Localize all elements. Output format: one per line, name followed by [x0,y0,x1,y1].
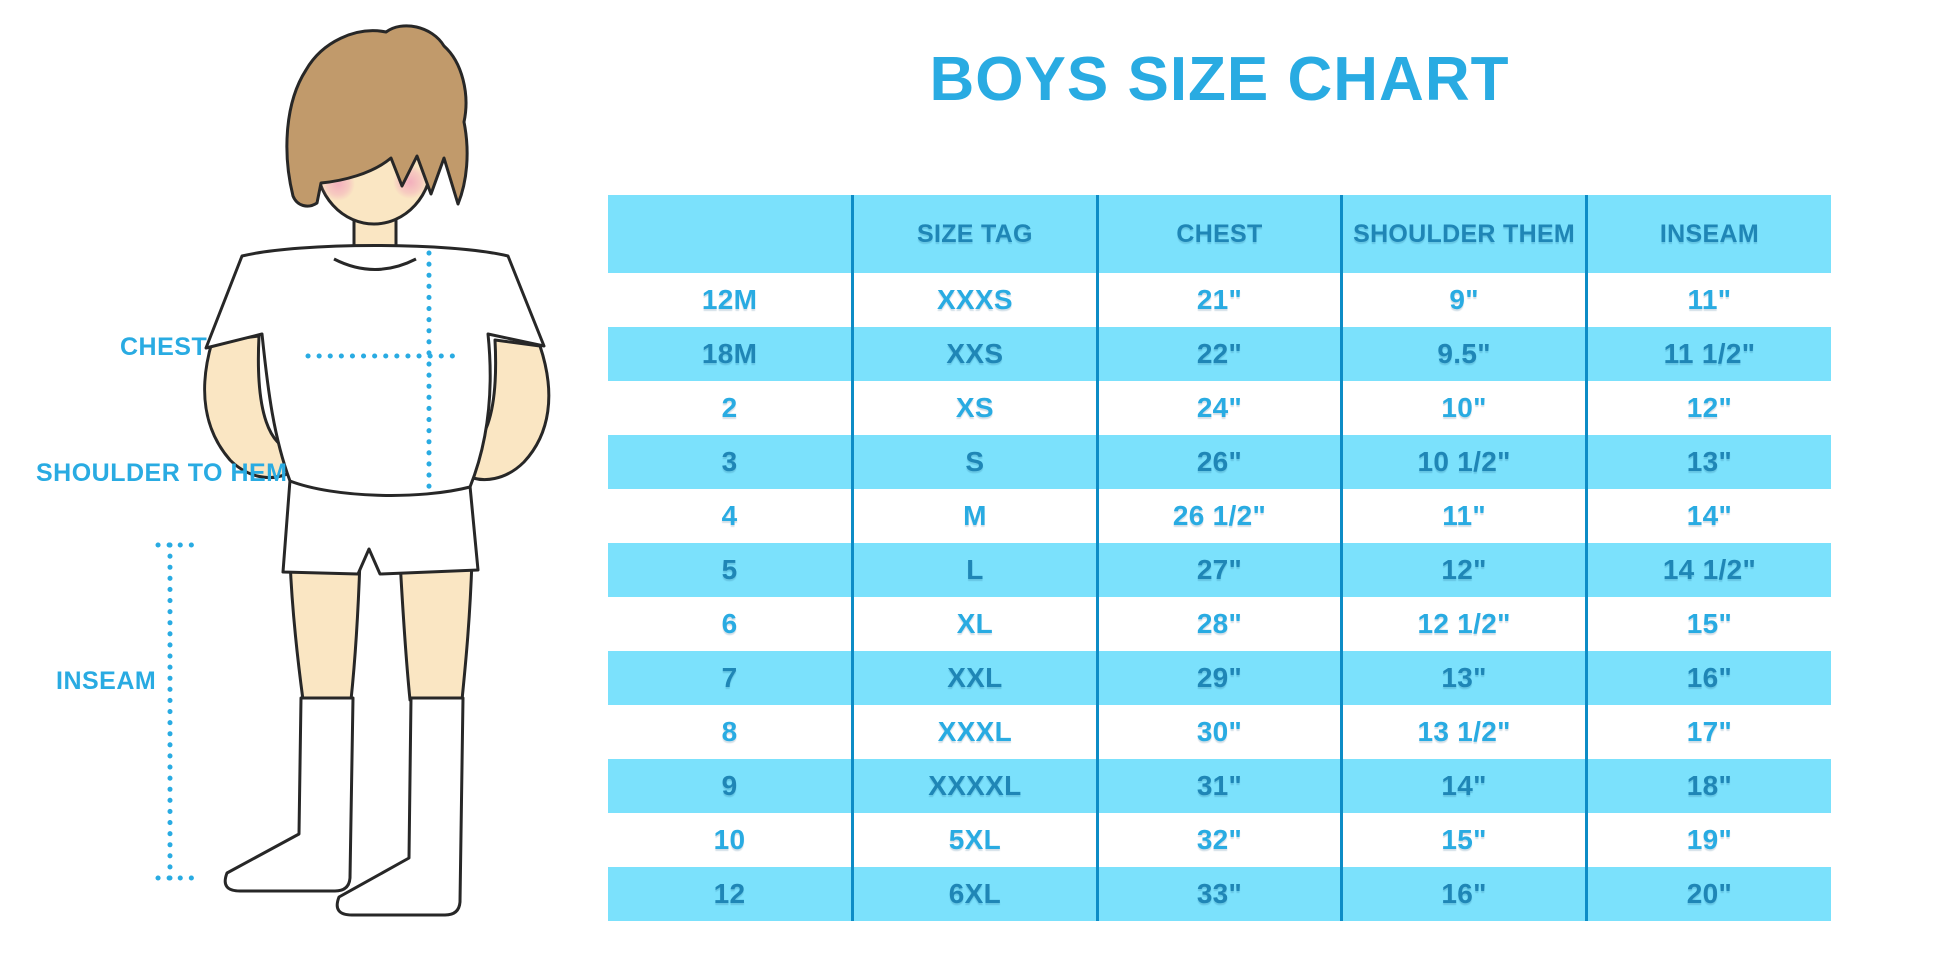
table-cell: 9 [608,759,853,813]
table-cell: 14" [1340,759,1587,813]
table-cell: XXS [851,327,1098,381]
table-cell: 7 [608,651,853,705]
table-row: 10 5XL 32" 15" 19" [608,813,1831,867]
boy-shirt [204,244,546,497]
table-cell: 26 1/2" [1095,489,1342,543]
table-row: 7 XXL 29" 13" 16" [608,651,1831,705]
table-cell: 31" [1095,759,1342,813]
table-cell: XXXXL [851,759,1098,813]
table-cell: 11" [1584,273,1831,327]
table-row: 4 M 26 1/2" 11" 14" [608,489,1831,543]
table-cell: L [851,543,1098,597]
table-row: 8 XXXL 30" 13 1/2" 17" [608,705,1831,759]
table-cell: 12" [1584,381,1831,435]
table-cell: 19" [1584,813,1831,867]
table-cell: 14" [1584,489,1831,543]
boy-left-arm [203,334,295,480]
table-row: 18M XXS 22" 9.5" 11 1/2" [608,327,1831,381]
table-row: 6 XL 28" 12 1/2" 15" [608,597,1831,651]
table-cell: 18M [608,327,853,381]
table-cell: XS [851,381,1098,435]
table-cell: 9.5" [1340,327,1587,381]
table-cell: 26" [1095,435,1342,489]
table-row: 9 XXXXL 31" 14" 18" [608,759,1831,813]
table-cell: 4 [608,489,853,543]
table-cell: XL [851,597,1098,651]
table-cell: 27" [1095,543,1342,597]
size-table: SIZE TAG CHEST SHOULDER THEM INSEAM 12M XXXS… [608,195,1831,921]
table-cell: 12" [1340,543,1587,597]
column-header-2: CHEST [1095,195,1342,273]
chest-label: CHEST [120,333,208,361]
table-cell: 8 [608,705,853,759]
table-cell: 9" [1340,273,1587,327]
table-header: SIZE TAG CHEST SHOULDER THEM INSEAM [608,195,1831,273]
table-row: 12M XXXS 21" 9" 11" [608,273,1831,327]
table-cell: 24" [1095,381,1342,435]
table-cell: 33" [1095,867,1342,921]
table-cell: 6XL [851,867,1098,921]
table-row: 12 6XL 33" 16" 20" [608,867,1831,921]
boy-illustration [155,24,551,917]
table-cell: 11" [1340,489,1587,543]
inseam-label: INSEAM [56,667,157,695]
table-cell: 12 [608,867,853,921]
table-cell: 15" [1340,813,1587,867]
table-cell: 13" [1340,651,1587,705]
table-cell: 16" [1340,867,1587,921]
table-cell: 15" [1584,597,1831,651]
table-cell: S [851,435,1098,489]
table-cell: 30" [1095,705,1342,759]
table-cell: 11 1/2" [1584,327,1831,381]
table-header-row: SIZE TAG CHEST SHOULDER THEM INSEAM [608,195,1831,273]
table-cell: XXL [851,651,1098,705]
table-cell: XXXS [851,273,1098,327]
table-cell: 12M [608,273,853,327]
table-row: 2 XS 24" 10" 12" [608,381,1831,435]
table-cell: 6 [608,597,853,651]
column-header-0 [608,195,853,273]
table-cell: 3 [608,435,853,489]
boy-hair [285,24,469,208]
table-cell: 13 1/2" [1340,705,1587,759]
page-title: BOYS SIZE CHART [929,45,1510,114]
table-cell: 18" [1584,759,1831,813]
column-header-3: SHOULDER THEM [1340,195,1587,273]
table-cell: 21" [1095,273,1342,327]
column-header-4: INSEAM [1584,195,1831,273]
table-row: 3 S 26" 10 1/2" 13" [608,435,1831,489]
table-cell: 29" [1095,651,1342,705]
table-body: 12M XXXS 21" 9" 11" 18M XXS 22" 9.5" 11 1/2" 2 XS 24… [608,273,1831,921]
table-cell: M [851,489,1098,543]
table-cell: 10" [1340,381,1587,435]
boy-left-leg [288,558,362,702]
table-cell: 16" [1584,651,1831,705]
table-cell: 5XL [851,813,1098,867]
table-cell: 32" [1095,813,1342,867]
table-cell: 10 [608,813,853,867]
boy-left-sock [223,696,355,893]
boy-right-leg [398,558,474,702]
table-cell: 22" [1095,327,1342,381]
boy-right-sock [335,696,465,917]
table-cell: 2 [608,381,853,435]
table-cell: 10 1/2" [1340,435,1587,489]
shoulder-to-hem-label: SHOULDER TO HEM [36,459,288,487]
table-cell: 14 1/2" [1584,543,1831,597]
table-cell: 17" [1584,705,1831,759]
boy-shirt-neckline [333,257,417,271]
column-header-1: SIZE TAG [851,195,1098,273]
table-cell: 5 [608,543,853,597]
table-cell: 20" [1584,867,1831,921]
table-cell: 28" [1095,597,1342,651]
table-cell: XXXL [851,705,1098,759]
table-cell: 12 1/2" [1340,597,1587,651]
table-row: 5 L 27" 12" 14 1/2" [608,543,1831,597]
table-cell: 13" [1584,435,1831,489]
